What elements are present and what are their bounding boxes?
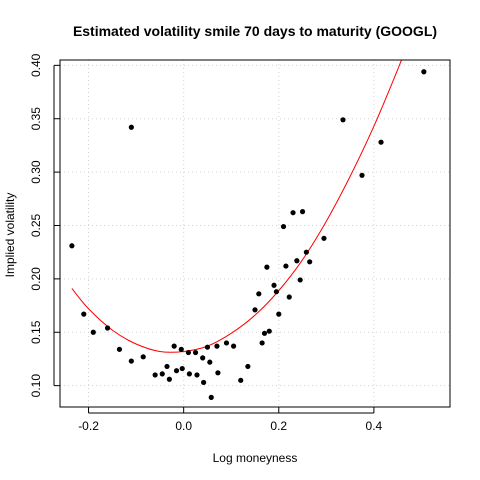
data-point (294, 258, 300, 264)
data-point (179, 365, 185, 372)
data-point (280, 223, 287, 230)
data-point (230, 343, 237, 349)
data-point (283, 263, 289, 269)
x-tick-label: 0.0 (175, 419, 192, 433)
data-point (186, 371, 192, 377)
data-point (171, 343, 177, 349)
data-point (81, 311, 87, 317)
y-tick-label: 0.15 (29, 320, 43, 344)
data-point (201, 379, 207, 386)
data-point (297, 277, 303, 283)
data-point (152, 372, 158, 378)
data-points-layer (69, 69, 427, 400)
data-point (256, 291, 262, 297)
axes-layer: -0.2 0.0 0.2 0.4 0.10 0.15 0.20 0.25 0.30 0.35 0.4… (29, 53, 383, 433)
data-point (299, 209, 306, 215)
data-point (238, 377, 244, 383)
chart-title: Estimated volatility smile 70 days to ma… (73, 23, 437, 39)
grid-layer (60, 60, 450, 407)
data-point (214, 343, 220, 349)
data-point (194, 372, 200, 378)
data-point (359, 172, 365, 178)
data-point (321, 235, 327, 241)
data-point (207, 359, 213, 365)
y-tick-label: 0.20 (29, 267, 43, 291)
data-point (69, 243, 75, 249)
y-tick-label: 0.25 (29, 213, 43, 237)
data-point (286, 294, 292, 300)
data-point (273, 289, 280, 295)
data-point (340, 117, 346, 123)
data-point (128, 358, 134, 364)
data-point (303, 249, 309, 255)
data-point (178, 346, 184, 352)
data-point (104, 325, 111, 331)
data-point (264, 264, 270, 270)
x-axis-label: Log moneyness (213, 451, 298, 465)
data-point (215, 370, 221, 376)
y-tick-label: 0.35 (29, 107, 43, 131)
data-point (208, 394, 214, 400)
data-point (166, 376, 172, 382)
data-point (290, 210, 296, 216)
data-point (90, 329, 96, 335)
data-point (164, 363, 170, 370)
data-point (223, 340, 230, 346)
data-point (271, 282, 277, 288)
data-point (378, 139, 384, 145)
data-point (261, 330, 268, 336)
data-point (204, 344, 211, 350)
data-point (307, 259, 313, 265)
x-tick-label: -0.2 (78, 419, 99, 433)
fitted-curve-layer (71, 60, 403, 353)
data-point (159, 371, 165, 377)
y-tick-label: 0.30 (29, 160, 43, 184)
data-point (421, 69, 427, 75)
data-point (128, 124, 134, 130)
data-point (200, 355, 206, 361)
x-tick-label: 0.4 (366, 419, 383, 433)
data-point (266, 328, 272, 334)
data-point (185, 349, 192, 356)
fitted-smile-curve (71, 60, 403, 353)
data-point (252, 307, 258, 313)
data-point (259, 340, 265, 346)
plot-frame (59, 59, 451, 408)
data-point (245, 363, 251, 370)
y-axis-label: Implied volatility (3, 193, 17, 278)
data-point (173, 368, 180, 374)
data-point (276, 311, 282, 317)
y-tick-label: 0.40 (29, 53, 43, 77)
x-tick-label: 0.2 (270, 419, 287, 433)
data-point (192, 349, 199, 356)
data-point (140, 354, 146, 360)
data-point (116, 346, 123, 352)
y-tick-label: 0.10 (29, 374, 43, 398)
